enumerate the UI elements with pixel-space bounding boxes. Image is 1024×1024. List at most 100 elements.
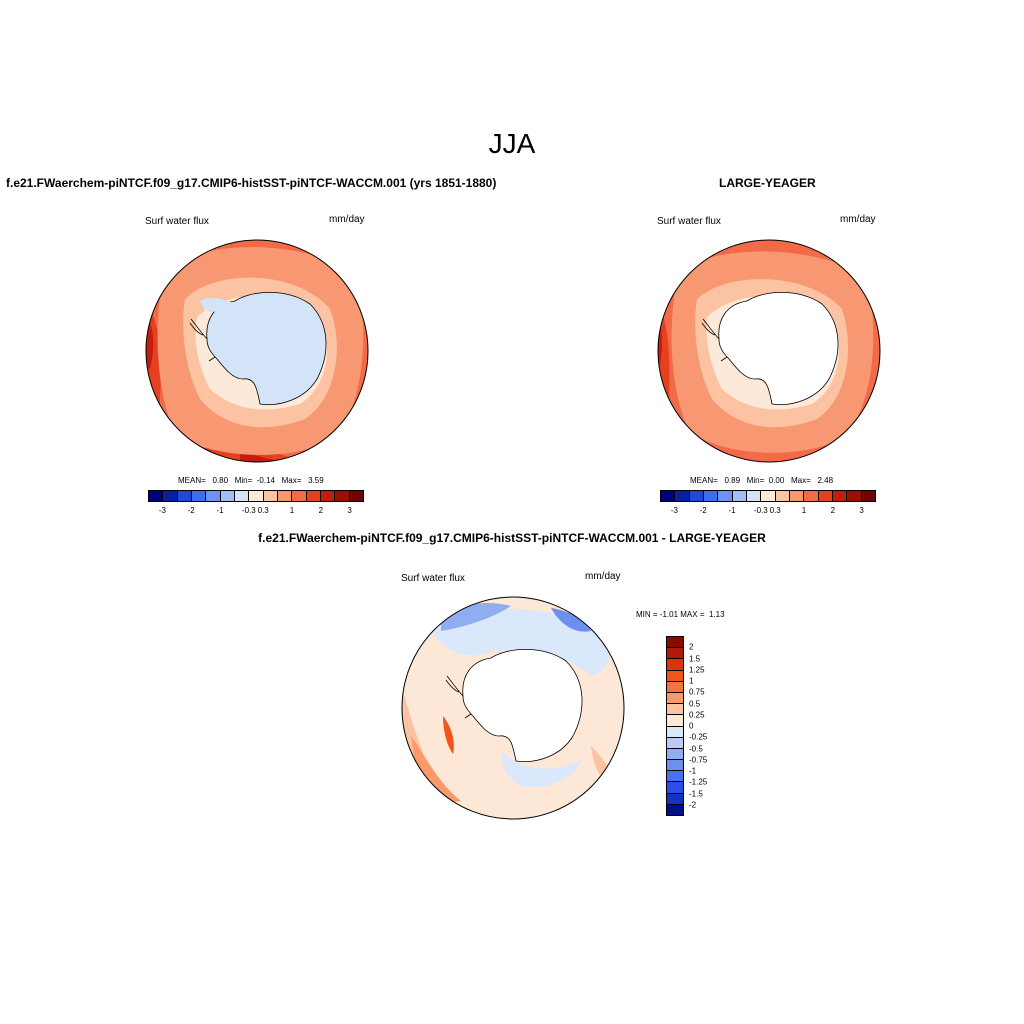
colorbar-cell xyxy=(220,491,235,501)
colorbar-tick-label: -1.5 xyxy=(689,789,703,798)
colorbar-tick-label: 3 xyxy=(859,506,864,515)
colorbar-cell xyxy=(349,491,363,501)
diff-units-label: mm/day xyxy=(585,571,621,582)
colorbar-cell xyxy=(789,491,805,501)
left-mean-label: MEAN= xyxy=(178,476,206,485)
right-mean-label: MEAN= xyxy=(690,476,718,485)
diff-polar-map xyxy=(401,596,625,820)
diff-case-title: f.e21.FWaerchem-piNTCF.f09_g17.CMIP6-his… xyxy=(258,531,766,545)
diff-min-value: -1.01 xyxy=(659,610,679,619)
colorbar-cell xyxy=(718,491,733,501)
colorbar-cell xyxy=(667,681,683,693)
diff-stats: MIN = -1.01 MAX = 1.13 xyxy=(636,610,725,619)
left-variable-label: Surf water flux xyxy=(145,216,209,227)
figure-title: JJA xyxy=(488,128,536,159)
right-stats: MEAN= 0.89 Min= 0.00 Max= 2.48 xyxy=(690,476,833,485)
colorbar-tick-label: -1 xyxy=(216,506,224,515)
colorbar-tick-label: 1.25 xyxy=(689,665,705,675)
colorbar-tick-label: 0.5 xyxy=(689,699,701,708)
colorbar-tick-label: -0.3 xyxy=(241,506,256,515)
colorbar-cell xyxy=(703,491,719,501)
colorbar-tick-label: -2 xyxy=(689,800,697,810)
colorbar-cell xyxy=(292,491,307,501)
colorbar-tick-label: -0.3 xyxy=(753,506,768,515)
colorbar-cell xyxy=(306,491,321,501)
colorbar-cell xyxy=(689,491,704,501)
colorbar-tick-label: 0.25 xyxy=(689,710,705,720)
colorbar-tick-label: -3 xyxy=(158,506,166,515)
colorbar-cell xyxy=(761,491,776,501)
right-colorbar xyxy=(660,490,876,502)
colorbar-cell xyxy=(206,491,221,501)
left-colorbar-labels: -3 -2 -1 -0.3 0.3 1 2 3 xyxy=(148,506,364,518)
colorbar-tick-label: 0 xyxy=(689,721,694,731)
colorbar-tick-label: 2 xyxy=(689,642,694,652)
colorbar-tick-label: -0.75 xyxy=(689,755,708,765)
right-units-label: mm/day xyxy=(840,214,876,225)
colorbar-tick-label: 1 xyxy=(801,506,807,515)
colorbar-tick-label: -3 xyxy=(670,506,678,515)
right-mean-value: 0.89 xyxy=(724,476,741,485)
colorbar-cell xyxy=(277,491,293,501)
colorbar-cell xyxy=(667,726,683,738)
colorbar-cell xyxy=(818,491,833,501)
right-case-title: LARGE-YEAGER xyxy=(719,176,816,190)
colorbar-cell xyxy=(234,491,250,501)
left-polar-map xyxy=(145,239,369,463)
diff-min-label: MIN = xyxy=(636,610,658,619)
colorbar-cell xyxy=(667,804,683,815)
right-min-label: Min= xyxy=(746,476,765,485)
colorbar-cell xyxy=(667,760,683,772)
colorbar-cell xyxy=(667,737,683,749)
left-min-label: Min= xyxy=(234,476,253,485)
colorbar-cell xyxy=(775,491,790,501)
right-polar-map xyxy=(657,239,881,463)
colorbar-cell xyxy=(675,491,690,501)
colorbar-tick-label: -0.25 xyxy=(689,732,708,742)
diff-max-label: MAX = xyxy=(680,610,705,619)
colorbar-cell xyxy=(163,491,178,501)
diff-colorbar xyxy=(666,636,684,816)
left-max-label: Max= xyxy=(281,476,302,485)
right-max-value: 2.48 xyxy=(817,476,834,485)
colorbar-tick-label: 0.3 xyxy=(257,506,269,515)
colorbar-tick-label: -1 xyxy=(728,506,736,515)
right-colorbar-labels: -3 -2 -1 -0.3 0.3 1 2 3 xyxy=(660,506,876,518)
colorbar-cell xyxy=(847,491,862,501)
colorbar-cell xyxy=(804,491,819,501)
left-max-value: 3.59 xyxy=(308,476,324,485)
colorbar-cell xyxy=(667,637,683,649)
colorbar-cell xyxy=(667,704,683,716)
colorbar-cell xyxy=(667,793,683,805)
left-case-title: f.e21.FWaerchem-piNTCF.f09_g17.CMIP6-his… xyxy=(6,176,497,190)
colorbar-cell xyxy=(263,491,278,501)
left-colorbar xyxy=(148,490,364,502)
diff-max-value: 1.13 xyxy=(708,610,725,619)
colorbar-tick-label: -2 xyxy=(187,506,195,515)
colorbar-tick-label: 2 xyxy=(830,506,836,515)
colorbar-cell xyxy=(861,491,875,501)
colorbar-tick-label: 3 xyxy=(347,506,352,515)
colorbar-cell xyxy=(746,491,762,501)
colorbar-cell xyxy=(249,491,264,501)
left-min-value: -0.14 xyxy=(256,476,275,485)
colorbar-cell xyxy=(667,715,683,727)
diff-colorbar-labels: 2 1.5 1.25 1 0.75 0.5 0.25 0 -0.25 -0.5 -0.75 -1 -1.… xyxy=(689,636,729,816)
colorbar-tick-label: 0.75 xyxy=(689,687,705,697)
colorbar-cell xyxy=(667,659,683,671)
colorbar-cell xyxy=(732,491,747,501)
colorbar-cell xyxy=(667,648,683,660)
colorbar-cell xyxy=(667,782,683,794)
colorbar-cell xyxy=(320,491,336,501)
colorbar-cell xyxy=(177,491,192,501)
right-min-value: 0.00 xyxy=(768,476,785,485)
colorbar-cell xyxy=(667,748,683,761)
right-variable-label: Surf water flux xyxy=(657,216,721,227)
colorbar-cell xyxy=(832,491,848,501)
colorbar-tick-label: 1 xyxy=(689,676,694,686)
diff-variable-label: Surf water flux xyxy=(401,573,465,584)
colorbar-cell xyxy=(335,491,350,501)
colorbar-cell xyxy=(667,670,683,682)
colorbar-cell xyxy=(191,491,207,501)
colorbar-tick-label: 0.3 xyxy=(769,506,781,515)
